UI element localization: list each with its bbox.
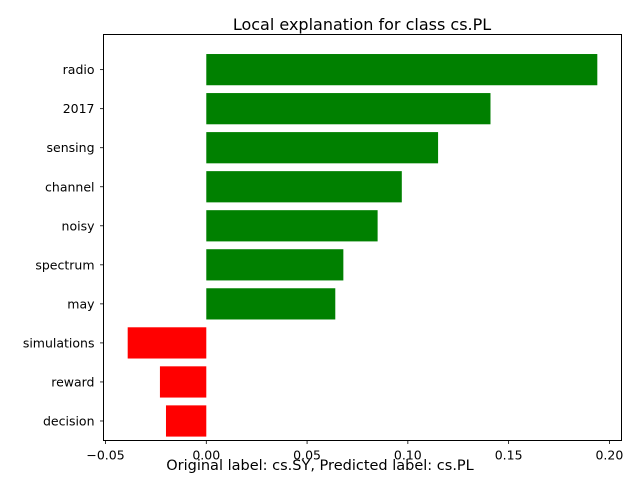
bar-reward <box>159 366 207 398</box>
x-tick-label: −0.05 <box>86 448 124 463</box>
bar-decision <box>165 405 207 437</box>
y-tick-label: channel <box>45 179 94 194</box>
bar-sensing <box>206 132 439 164</box>
prediction-caption: Original label: cs.SY, Predicted label: … <box>166 458 474 474</box>
x-tick-label: 0.10 <box>394 448 422 463</box>
y-tick-label: sensing <box>47 140 95 155</box>
bar-noisy <box>206 210 378 242</box>
bar-2017 <box>206 93 491 125</box>
y-tick-label: decision <box>43 413 95 428</box>
y-tick-label: radio <box>63 62 95 77</box>
y-tick-label: reward <box>51 374 94 389</box>
x-tick-label: 0.05 <box>293 448 321 463</box>
y-tick-label: spectrum <box>35 257 94 272</box>
y-tick-label: may <box>67 296 95 311</box>
chart-title: Local explanation for class cs.PL <box>233 15 491 34</box>
x-tick-label: 0.15 <box>495 448 523 463</box>
y-tick-label: 2017 <box>63 101 95 116</box>
plot-frame <box>103 34 622 441</box>
bar-spectrum <box>206 249 344 281</box>
x-tick-label: 0.00 <box>192 448 220 463</box>
y-tick-label: noisy <box>62 218 96 233</box>
y-tick-label: simulations <box>23 335 95 350</box>
bar-radio <box>206 54 598 86</box>
bar-simulations <box>127 327 207 359</box>
bar-may <box>206 288 336 320</box>
x-tick-label: 0.20 <box>595 448 623 463</box>
bar-channel <box>206 171 402 203</box>
